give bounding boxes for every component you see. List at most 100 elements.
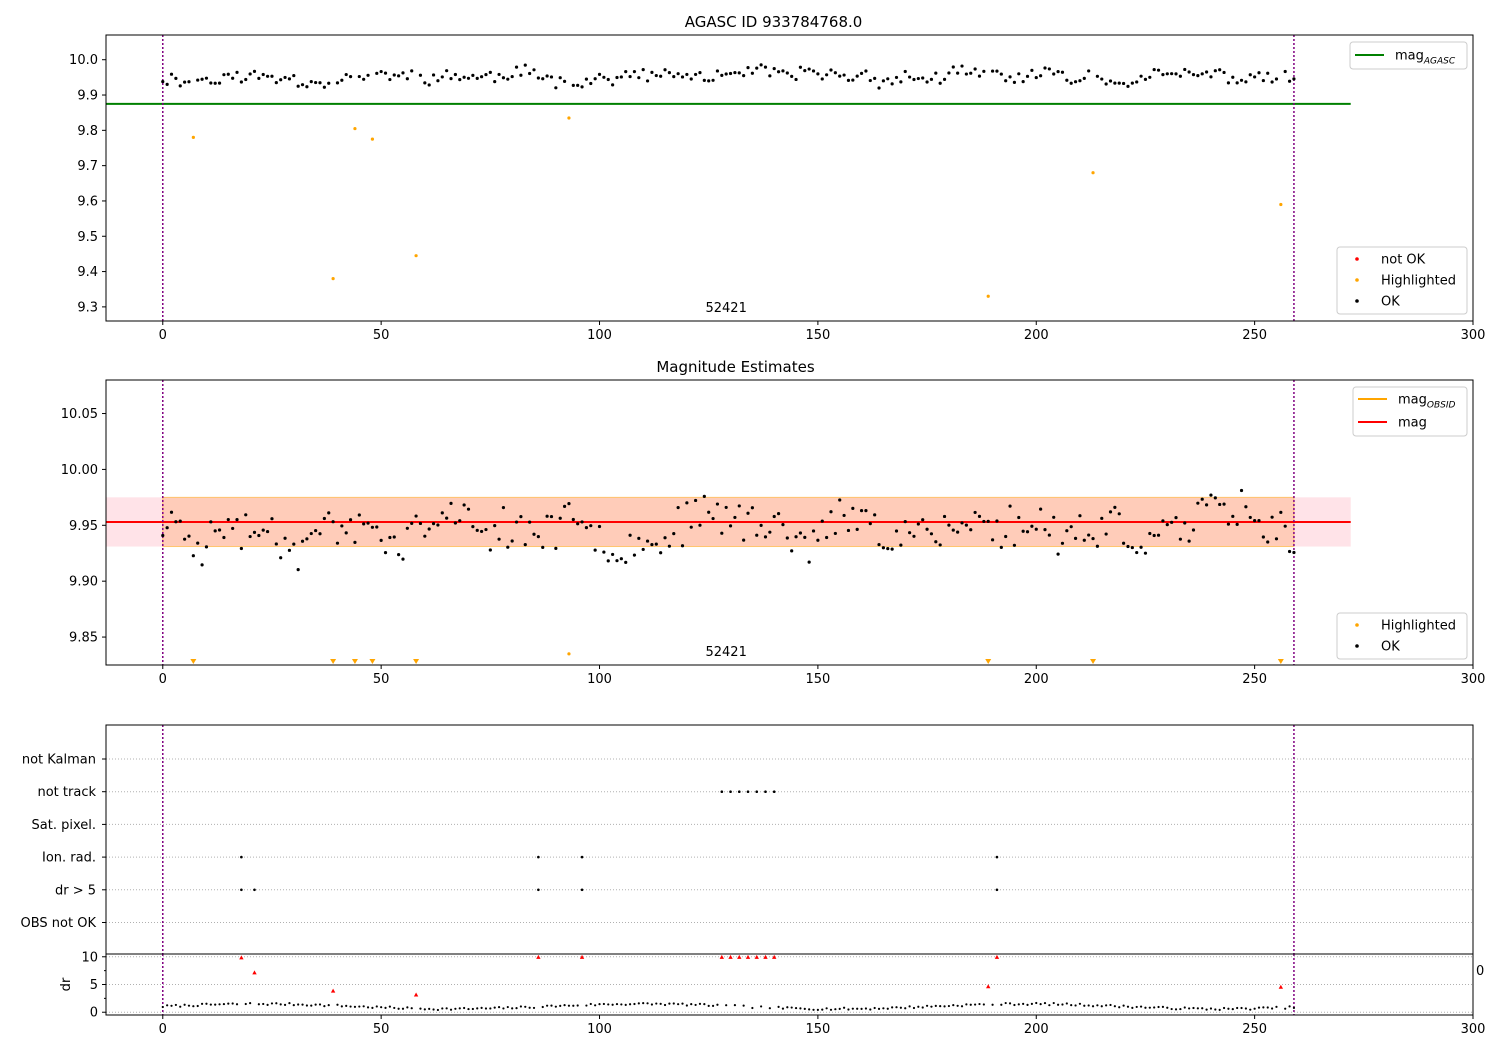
p1-ok-point [314, 528, 318, 533]
p0-ok-point [1248, 73, 1252, 77]
p0-ok-point [597, 72, 602, 76]
dr-flagged-point [413, 992, 419, 997]
p0-ok-point [1222, 70, 1226, 75]
p0-ok-point [628, 74, 632, 79]
p0-ok-point [694, 72, 698, 77]
p1-ok-point [279, 556, 283, 560]
dr-ok-point [1026, 1003, 1029, 1006]
p1-ok-point [619, 557, 623, 561]
p0-ok-point [650, 70, 654, 74]
p0-ok-point [1130, 81, 1134, 85]
p0-ok-point [449, 77, 453, 81]
p0-ok-point [615, 75, 619, 80]
dr-flagged-point [772, 954, 777, 959]
p1-ok-point [383, 551, 388, 555]
p0-ok-point [1170, 72, 1174, 76]
dr-ok-point [183, 1003, 186, 1006]
p1-ok-point [1170, 520, 1174, 524]
dr-ok-point [873, 1006, 876, 1010]
p0-ok-point [209, 81, 213, 85]
dr-ok-point [1201, 1007, 1204, 1010]
dr-ok-point [1100, 1005, 1103, 1008]
p0-ok-point [335, 81, 340, 85]
flag-point [537, 888, 540, 892]
dr-panel: 0 5 10 dr 0 0 50 100 150 200 250 300 [59, 950, 1485, 1037]
p0-ok-point [807, 67, 811, 71]
dr-ok-point [563, 1004, 566, 1007]
dr-ok-point [532, 1006, 536, 1010]
dr-ok-point [576, 1004, 579, 1007]
p1-ok-point [445, 516, 449, 520]
p1-ok-point [1191, 528, 1196, 532]
dr-ok-point [1257, 1006, 1261, 1009]
dr-ok-point [1205, 1008, 1208, 1011]
p1-ok-point [1231, 514, 1235, 518]
p0-ok-point [484, 72, 488, 77]
p1-ok-point [1292, 550, 1296, 555]
p1-ok-point [851, 506, 855, 510]
p1-xtick-label: 150 [805, 672, 830, 687]
dr-ok-point [939, 1005, 942, 1008]
p1-ok-point [724, 505, 728, 510]
dr-ok-point [650, 1003, 654, 1006]
p1-ok-point [178, 519, 182, 523]
dr-ok-point [877, 1007, 881, 1010]
p1-ok-point [798, 531, 803, 535]
p1-ok-point [427, 527, 431, 531]
flag-point [764, 790, 767, 793]
p1-ok-point [584, 526, 589, 530]
p0-ok-point [1266, 71, 1270, 75]
dr-ok-point [838, 1007, 841, 1011]
dr-ok-point [511, 1007, 514, 1010]
p1-ok-point [1135, 550, 1139, 555]
dr-ok-point [349, 1005, 352, 1008]
p1-ok-point [790, 549, 794, 553]
dr-ok-point [637, 1002, 640, 1005]
dr-ok-point [1008, 1002, 1012, 1005]
dr-ok-point [336, 1003, 339, 1006]
dr-ok-point [1227, 1007, 1230, 1010]
dr-ok-point [1030, 1002, 1033, 1005]
p1-ok-point [217, 528, 222, 532]
p1-ok-point [960, 521, 964, 525]
p1-ok-point [567, 502, 571, 506]
dr-ok-point [489, 1007, 492, 1010]
p3-xtick-label: 150 [805, 1022, 830, 1037]
p1-ok-point [1043, 528, 1047, 532]
p0-ok-point [514, 65, 519, 69]
p1-legend-marker-label: Highlighted [1381, 619, 1456, 634]
dr-ok-point [921, 1006, 924, 1009]
dr-ok-point [1091, 1005, 1095, 1008]
p1-ok-point [423, 534, 427, 538]
p0-ytick-label: 9.7 [77, 159, 98, 174]
p0-ok-point [405, 77, 409, 81]
p1-ok-point [1183, 521, 1187, 525]
p0-ok-point [283, 75, 287, 80]
dr-ok-point [1183, 1006, 1186, 1009]
p1-ok-point [549, 514, 554, 519]
flag-row-label: dr > 5 [55, 883, 96, 898]
dr-flagged-point [719, 954, 725, 959]
p3-xtick-label: 100 [587, 1022, 612, 1037]
p1-ok-point [283, 536, 287, 540]
dr-ok-point [476, 1007, 479, 1010]
p0-ok-point [942, 77, 947, 81]
dr-ok-point [1188, 1007, 1191, 1010]
dr-flagged-point [1278, 984, 1284, 989]
p1-ok-point [458, 519, 462, 523]
p1-ok-point [969, 528, 973, 532]
p0-ok-point [458, 78, 462, 82]
dr-ok-point [1017, 1003, 1020, 1006]
p0-ok-point [776, 70, 781, 74]
p1-ok-point [196, 541, 200, 545]
dr-ok-point [310, 1004, 313, 1007]
dr-ok-point [663, 1003, 667, 1007]
flag-point [772, 790, 776, 793]
p1-ok-point [1060, 541, 1065, 545]
p1-offscale-marker [190, 659, 197, 664]
dr-ok-point [628, 1003, 632, 1006]
p1-offscale-marker [413, 659, 420, 664]
dr-flagged-point [763, 954, 768, 959]
p0-ok-point [217, 81, 222, 85]
p1-ok-point [370, 525, 375, 529]
